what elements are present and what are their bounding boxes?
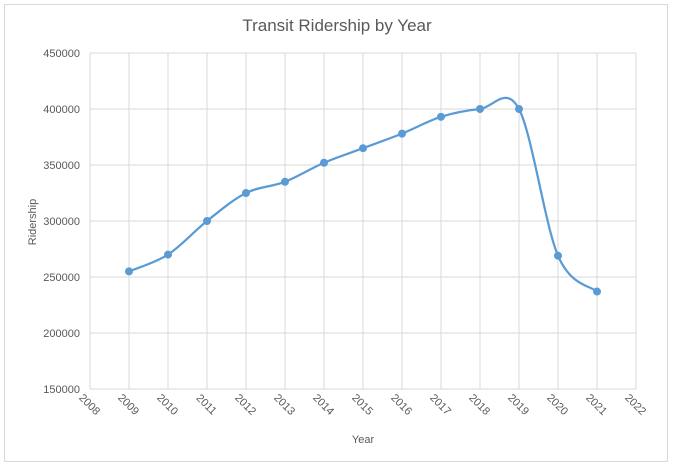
y-tick-label: 400000 — [43, 104, 80, 116]
x-tick-label: 2019 — [505, 392, 531, 418]
x-tick-label: 2016 — [388, 392, 414, 418]
x-tick-label: 2022 — [622, 392, 648, 418]
x-axis-ticks: 2008 2009 2010 2011 2012 2013 2014 2015 2016 2017… — [76, 392, 648, 418]
x-tick-label: 2009 — [115, 392, 141, 418]
chart-frame — [4, 4, 668, 462]
data-point — [476, 105, 484, 113]
data-point — [281, 177, 289, 186]
data-point — [593, 287, 601, 296]
y-tick-label: 450000 — [43, 48, 80, 60]
x-tick-label: 2010 — [154, 392, 180, 418]
x-tick-label: 2013 — [271, 392, 297, 418]
y-axis-label: Ridership — [27, 199, 39, 245]
data-point — [359, 144, 367, 153]
x-tick-label: 2011 — [194, 392, 219, 417]
data-point — [203, 217, 211, 225]
chart-title: Transit Ridership by Year — [242, 16, 432, 35]
x-tick-label: 2017 — [427, 392, 453, 418]
y-tick-label: 350000 — [43, 160, 80, 172]
y-tick-label: 200000 — [43, 328, 80, 340]
data-point — [164, 250, 172, 259]
y-axis-ticks: 150000 200000 250000 300000 350000 400000 4500… — [43, 48, 80, 396]
x-tick-label: 2020 — [544, 392, 570, 418]
x-tick-label: 2008 — [76, 392, 102, 418]
x-tick-label: 2012 — [232, 392, 258, 418]
data-point — [320, 158, 328, 167]
x-tick-label: 2015 — [349, 392, 375, 418]
y-tick-label: 300000 — [43, 216, 80, 228]
x-axis-label: Year — [352, 434, 375, 446]
data-point — [554, 251, 562, 260]
data-point — [437, 112, 445, 121]
x-tick-label: 2021 — [583, 392, 609, 418]
data-point — [398, 129, 406, 138]
y-tick-label: 250000 — [43, 272, 80, 284]
gridlines — [89, 52, 637, 390]
data-point — [125, 267, 133, 276]
data-point — [242, 189, 250, 197]
data-points — [125, 105, 601, 296]
x-tick-label: 2014 — [310, 392, 336, 418]
y-tick-label: 150000 — [43, 384, 80, 396]
x-tick-label: 2018 — [466, 392, 492, 418]
data-point — [515, 105, 523, 113]
